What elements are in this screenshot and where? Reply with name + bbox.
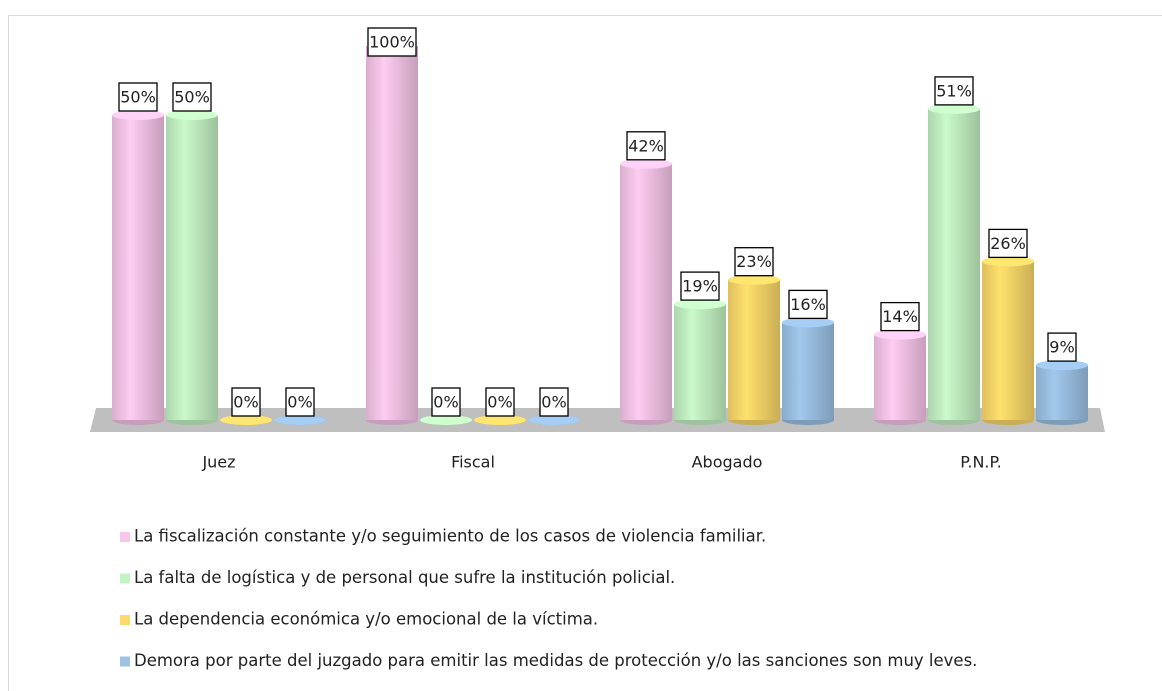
data-label-box [934,76,974,106]
data-label-box [431,387,461,417]
bar [112,115,164,420]
floor [90,408,1105,432]
data-label-box [485,387,515,417]
bar-top [928,103,980,114]
bar-top [420,415,472,425]
data-label-box [172,82,212,112]
data-label-box [118,82,158,112]
data-label-box [680,271,720,301]
bar-top [728,274,780,285]
bar [674,304,726,420]
legend-swatch [120,573,130,584]
legend-swatch [120,615,130,625]
data-label: 50% [174,88,210,107]
legend-label: Demora por parte del juzgado para emitir… [134,651,977,670]
bar-top [674,299,726,310]
bar-top [528,415,580,425]
x-tick-label: Abogado [692,453,763,472]
data-label: 9% [1049,338,1074,357]
data-label: 14% [882,307,918,326]
bar [1036,365,1088,420]
data-label: 19% [682,277,718,296]
x-tick-label: Fiscal [451,453,495,472]
data-label-box [1047,332,1077,362]
labels: Juez 50% 50% 0% 0% Fiscal 100% 0% 0% 0% Abogado 42%… [118,27,1077,670]
data-label: 0% [433,393,458,412]
data-label: 42% [628,136,664,155]
data-label-box [231,387,261,417]
bar-top [112,110,164,120]
bar-top [220,415,272,425]
bar-top [982,256,1034,267]
data-label-box [626,131,666,161]
data-label: 100% [369,33,415,52]
bar [166,115,218,420]
bar [782,322,834,420]
data-label-box [367,27,417,57]
data-label-box [285,387,315,417]
legend-label: La fiscalización constante y/o seguimien… [134,527,766,546]
data-label: 26% [990,234,1026,253]
bar-top [166,110,218,120]
data-label: 50% [120,88,156,107]
bar-top [474,415,526,425]
bar-top [274,415,326,425]
legend-swatch [120,532,130,542]
legend-label: La dependencia económica y/o emocional d… [134,610,598,629]
plot-area [112,46,1088,425]
x-tick-label: Juez [201,453,235,472]
data-label: 0% [233,393,258,412]
bar [620,163,672,421]
data-label-box [539,387,569,417]
data-label-box [988,228,1028,259]
bar [928,108,980,421]
legend-swatch [120,656,130,667]
bar [366,46,418,420]
x-tick-label: P.N.P. [960,453,1002,472]
data-label: 0% [487,393,512,412]
bar [874,334,926,420]
legend-label: La falta de logística y de personal que … [134,568,675,587]
data-label: 0% [287,393,312,412]
bar-top [874,329,926,340]
data-label-box [734,247,774,277]
data-label-box [788,289,828,320]
data-label-box [880,301,920,332]
bar-top [1036,360,1088,371]
bar-top [782,317,834,328]
data-label: 23% [736,252,772,271]
bar-top [620,158,672,169]
data-label: 0% [541,393,566,412]
data-label: 16% [790,295,826,314]
data-label: 51% [936,81,972,100]
bar [982,261,1034,420]
bar [728,279,780,420]
